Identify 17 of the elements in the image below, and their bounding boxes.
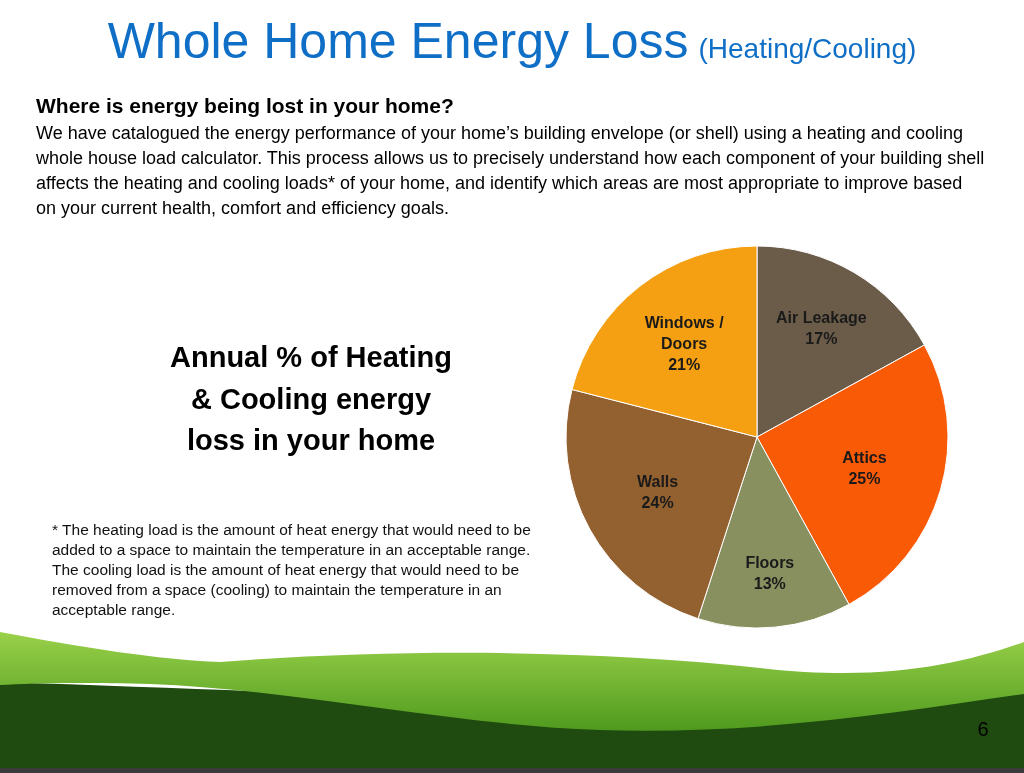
slice-label: Floors — [745, 554, 795, 572]
slice-label: Windows / Doors — [644, 314, 725, 352]
text: Where is energy being lost in your home? — [36, 94, 455, 118]
text: * The heating load is the amount of heat energy that would need to be added to a space to maintain the temperature in an acceptable range. The cooling load is the amount of heat energy that would need to be removed from a space (cooling) to maintain the temperature in an acceptable range. — [52, 520, 532, 620]
chart-subtitle: (Heating/Cooling) — [698, 33, 917, 64]
data-label: 17% — [805, 329, 838, 347]
text: We have catalogued the energy performance of your home’s building envelope (or shell) using a heating and cooling whole house load calculator. This process allows us to precisely understand how each component of your building shell affects the heating and cooling loads* of your home, and identify which areas are most appropriate to improve based on your current health, comfort and efficiency goals. — [36, 122, 986, 220]
data-label: 25% — [848, 470, 881, 488]
slice-label: Air Leakage — [776, 309, 867, 327]
slice-label: Walls — [636, 472, 679, 490]
text: Annual % of Heating & Cooling energy loss in your home — [169, 340, 453, 458]
data-label: 13% — [753, 575, 786, 592]
text: 6 — [976, 718, 990, 741]
data-label: 24% — [641, 493, 674, 511]
slice-label: Attics — [842, 449, 887, 467]
data-label: 21% — [668, 355, 701, 373]
chart-title: Whole Home Energy Loss — [107, 13, 689, 69]
